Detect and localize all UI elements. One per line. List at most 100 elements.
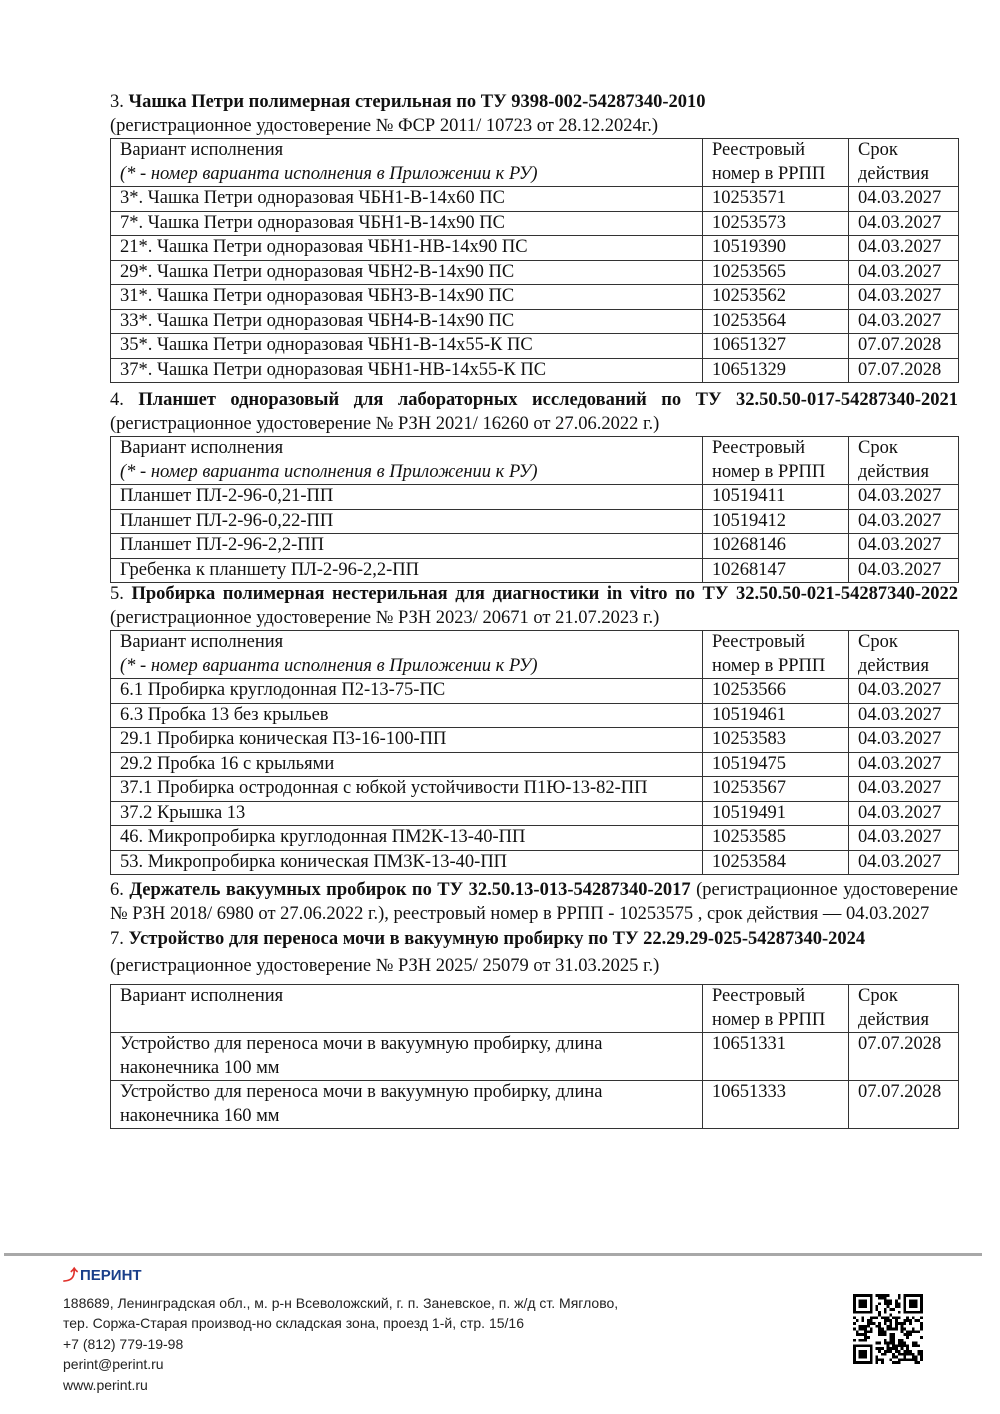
cell-validity: 07.07.2028 [848,357,959,383]
cell-variant: 21*. Чашка Петри одноразовая ЧБН1-НВ-14х… [110,235,703,261]
section-number: 6. [110,880,130,900]
section-number: 3. [110,92,129,112]
cell-validity: 04.03.2027 [848,557,959,583]
section-6-text: 6. Держатель вакуумных пробирок по ТУ 32… [110,879,958,926]
cell-variant: 37.2 Крышка 13 [110,800,703,826]
cell-variant: Устройство для переноса мочи в вакуумную… [110,1032,703,1081]
table-row: 46. Микропробирка круглодонная ПМ2К-13-4… [110,825,959,851]
header-variant-label: Вариант исполнения [120,438,284,458]
qr-code-icon [853,1294,923,1364]
table-header-row: Вариант исполнения Реестровый номер в РРП… [110,984,959,1033]
cell-variant: 29.2 Пробка 16 с крыльями [110,751,703,777]
section-title: Держатель вакуумных пробирок по ТУ 32.50… [129,880,691,900]
table-header-row: Вариант исполнения (* - номер варианта ис… [110,138,959,187]
header-registry-number: Реестровый номер в РРПП [702,138,849,187]
table-row: Планшет ПЛ-2-96-0,22-ПП 10519412 04.03.202… [110,508,959,534]
header-validity: Срок действия [848,138,959,187]
cell-validity: 04.03.2027 [848,186,959,212]
cell-registry-number: 10253583 [702,727,849,753]
cell-registry-number: 10519390 [702,235,849,261]
cell-registry-number: 10651331 [702,1032,849,1081]
cell-registry-number: 10253565 [702,259,849,285]
cell-validity: 04.03.2027 [848,533,959,559]
table-header-row: Вариант исполнения (* - номер варианта ис… [110,436,959,485]
address-line-2: тер. Соржа-Старая производ-но складская … [63,1315,524,1331]
cell-registry-number: 10651329 [702,357,849,383]
section-number: 7. [110,929,129,949]
cell-registry-number: 10253562 [702,284,849,310]
cell-registry-number: 10253573 [702,210,849,236]
cell-validity: 04.03.2027 [848,508,959,534]
table-header-row: Вариант исполнения (* - номер варианта ис… [110,630,959,679]
cell-variant: 37*. Чашка Петри одноразовая ЧБН1-НВ-14х… [110,357,703,383]
cell-variant: 6.3 Пробка 13 без крыльев [110,702,703,728]
table-row: 21*. Чашка Петри одноразовая ЧБН1-НВ-14х… [110,235,959,261]
table-row: Гребенка к планшету ПЛ-2-96-2,2-ПП 102681… [110,557,959,583]
cell-variant: Устройство для переноса мочи в вакуумную… [110,1080,703,1129]
header-validity: Срок действия [848,984,959,1033]
section-reg: (регистрационное удостоверение № РЗН 202… [110,607,660,628]
cell-variant: 3*. Чашка Петри одноразовая ЧБН1-В-14х60… [110,186,703,212]
section-title: Устройство для переноса мочи в вакуумную… [128,929,866,949]
cell-registry-number: 10268147 [702,557,849,583]
section-3-reg: (регистрационное удостоверение № ФСР 201… [110,115,659,136]
table-section-3: Вариант исполнения (* - номер варианта ис… [110,138,959,383]
section-title: Пробирка полимерная нестерильная для диа… [131,584,958,604]
table-row: 29.1 Пробирка коническая П3-16-100-ПП 102… [110,727,959,753]
website-link[interactable]: www.perint.ru [63,1376,148,1393]
cell-validity: 04.03.2027 [848,235,959,261]
section-title: Чашка Петри полимерная стерильная по ТУ … [128,92,706,112]
table-row: 37*. Чашка Петри одноразовая ЧБН1-НВ-14х… [110,357,959,383]
table-row: 33*. Чашка Петри одноразовая ЧБН4-В-14х9… [110,308,959,334]
cell-validity: 04.03.2027 [848,484,959,510]
table-section-5: Вариант исполнения (* - номер варианта ис… [110,630,959,875]
cell-validity: 04.03.2027 [848,776,959,802]
cell-validity: 04.03.2027 [848,727,959,753]
section-7-title: 7. Устройство для переноса мочи в вакуум… [110,928,958,952]
cell-variant: Гребенка к планшету ПЛ-2-96-2,2-ПП [110,557,703,583]
company-logo: ⤴ ПЕРИНТ [63,1266,618,1287]
section-details: (регистрационное удостоверение № РЗН 201… [110,880,959,924]
cell-validity: 04.03.2027 [848,678,959,704]
section-title: Планшет одноразовый для лабораторных исс… [138,390,959,410]
cell-validity: 04.03.2027 [848,259,959,285]
cell-validity: 04.03.2027 [848,308,959,334]
table-row: 6.1 Пробирка круглодонная П2-13-75-ПС 102… [110,678,959,704]
cell-registry-number: 10519475 [702,751,849,777]
table-row: 35*. Чашка Петри одноразовая ЧБН1-В-14х5… [110,333,959,359]
table-row: 37.1 Пробирка остродонная с юбкой устойч… [110,776,959,802]
table-row: 29*. Чашка Петри одноразовая ЧБН2-В-14х9… [110,259,959,285]
table-row: 3*. Чашка Петри одноразовая ЧБН1-В-14х60… [110,186,959,212]
header-variant-label: Вариант исполнения [120,140,284,160]
header-variant-label: Вариант исполнения [120,632,284,652]
cell-validity: 07.07.2028 [848,1032,959,1081]
header-registry-number: Реестровый номер в РРПП [702,984,849,1033]
cell-variant: Планшет ПЛ-2-96-0,22-ПП [110,508,703,534]
header-variant: Вариант исполнения (* - номер варианта ис… [110,436,703,485]
cell-validity: 04.03.2027 [848,849,959,875]
cell-registry-number: 10519491 [702,800,849,826]
cell-validity: 07.07.2028 [848,333,959,359]
table-row: Устройство для переноса мочи в вакуумную… [110,1080,959,1129]
cell-variant: 6.1 Пробирка круглодонная П2-13-75-ПС [110,678,703,704]
cell-registry-number: 10253585 [702,825,849,851]
table-row: 6.3 Пробка 13 без крыльев 10519461 04.03.2… [110,702,959,728]
section-number: 4. [110,390,139,410]
cell-registry-number: 10253564 [702,308,849,334]
section-7-reg: (регистрационное удостоверение № РЗН 202… [110,955,660,976]
address-line-1: 188689, Ленинградская обл., м. р-н Всево… [63,1294,619,1311]
cell-variant: 29.1 Пробирка коническая П3-16-100-ПП [110,727,703,753]
cell-registry-number: 10253571 [702,186,849,212]
cell-registry-number: 10651333 [702,1080,849,1129]
cell-registry-number: 10519411 [702,484,849,510]
header-registry-number: Реестровый номер в РРПП [702,436,849,485]
header-variant: Вариант исполнения (* - номер варианта ис… [110,630,703,679]
cell-validity: 04.03.2027 [848,751,959,777]
logo-mark-icon: ⤴ [63,1267,79,1284]
cell-validity: 04.03.2027 [848,825,959,851]
section-reg: (регистрационное удостоверение № РЗН 202… [110,413,660,434]
cell-validity: 04.03.2027 [848,210,959,236]
email-link[interactable]: perint@perint.ru [63,1356,164,1372]
cell-registry-number: 10519461 [702,702,849,728]
cell-registry-number: 10519412 [702,508,849,534]
